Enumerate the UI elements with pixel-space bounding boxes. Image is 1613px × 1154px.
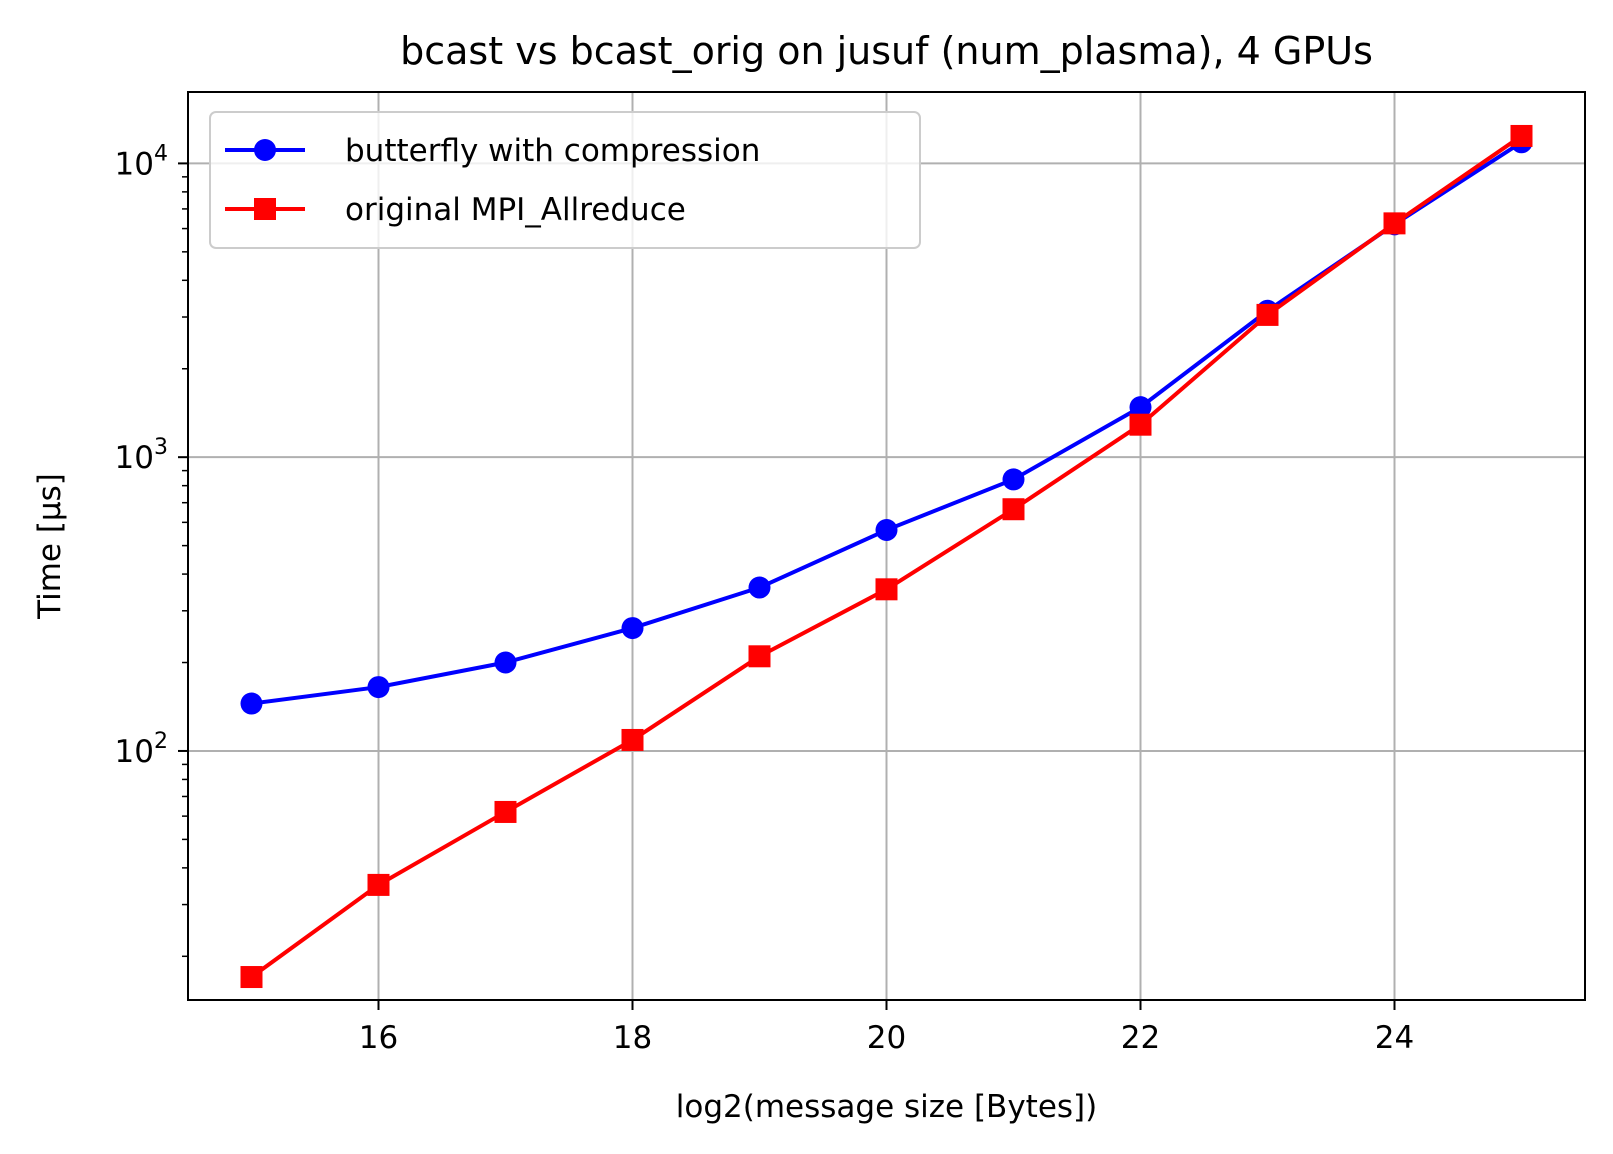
x-tick-label: 18: [613, 1020, 652, 1056]
data-point-square: [1510, 124, 1533, 147]
data-point-circle: [1129, 396, 1152, 419]
legend-entry-original: original MPI_Allreduce: [225, 192, 686, 228]
data-point-circle: [367, 676, 390, 699]
data-point-square: [621, 728, 644, 751]
data-point-circle: [1002, 468, 1025, 491]
x-tick-label: 22: [1121, 1020, 1160, 1056]
legend-marker-square: [254, 198, 276, 220]
legend-label-original: original MPI_Allreduce: [345, 192, 686, 228]
data-point-circle: [494, 651, 517, 674]
series-layer: [240, 124, 1533, 989]
legend-label-butterfly: butterfly with compression: [345, 133, 760, 169]
legend-entry-butterfly: butterfly with compression: [225, 133, 760, 169]
x-tick-label: 16: [359, 1020, 398, 1056]
y-tick-label: 102: [115, 729, 168, 770]
data-point-square: [494, 800, 517, 823]
x-tick-label: 24: [1375, 1020, 1414, 1056]
data-point-square: [240, 966, 263, 989]
x-axis-label: log2(message size [Bytes]): [676, 1089, 1097, 1125]
y-tick-label: 104: [115, 141, 168, 182]
legend-box: [209, 111, 921, 249]
data-point-square: [1129, 413, 1152, 436]
data-point-circle: [748, 576, 771, 599]
data-point-square: [1256, 303, 1279, 326]
data-point-square: [748, 645, 771, 668]
data-point-square: [1002, 498, 1025, 521]
data-point-circle: [621, 617, 644, 640]
chart-title: bcast vs bcast_orig on jusuf (num_plasma…: [400, 29, 1373, 73]
data-point-square: [875, 578, 898, 601]
legend: butterfly with compression original MPI_…: [209, 111, 921, 249]
data-point-square: [1383, 212, 1406, 235]
data-point-circle: [240, 692, 263, 715]
axis-ticks: 16 18 20 22 24 102 103 104: [115, 141, 1415, 1056]
data-point-circle: [875, 519, 898, 542]
data-point-square: [367, 873, 390, 896]
x-tick-label: 20: [867, 1020, 906, 1056]
y-axis-label: Time [µs]: [32, 473, 68, 620]
legend-marker-circle: [254, 139, 276, 161]
y-tick-label: 103: [115, 435, 168, 476]
